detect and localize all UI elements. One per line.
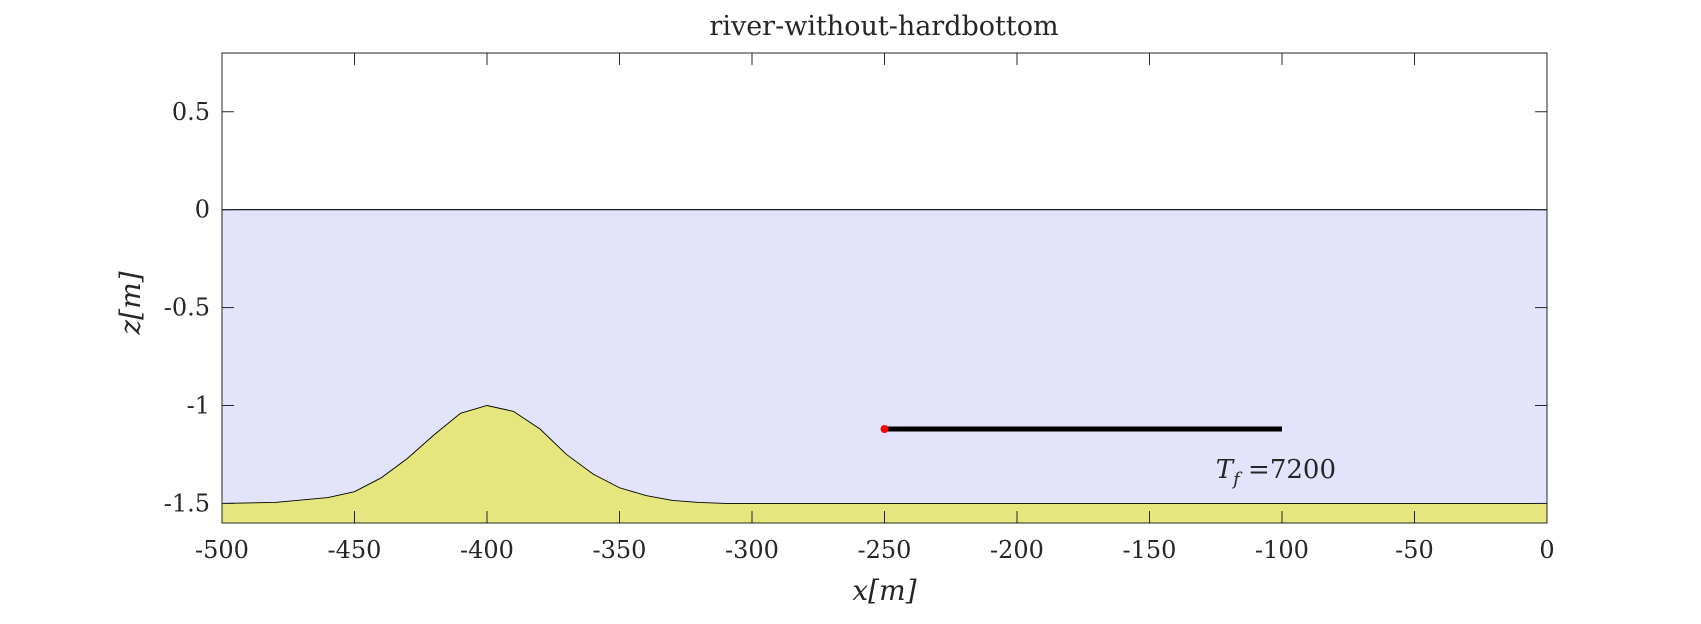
x-tick-label: -250 — [858, 536, 912, 564]
x-tick-label: -350 — [593, 536, 647, 564]
y-tick-label: -1 — [187, 392, 210, 420]
x-axis-label: x[m] — [852, 574, 916, 607]
x-tick-label: -100 — [1255, 536, 1309, 564]
segment-start-marker — [880, 425, 889, 433]
x-tick-label: -200 — [990, 536, 1044, 564]
bed-area — [222, 405, 1547, 523]
x-tick-label: -50 — [1395, 536, 1434, 564]
x-tick-label: 0 — [1539, 536, 1554, 564]
y-axis-label: z[m] — [114, 271, 147, 335]
annotation-final-time: Tf =7200 — [1216, 455, 1336, 490]
annotation-value: =7200 — [1240, 455, 1336, 485]
y-tick-label: -0.5 — [164, 294, 210, 322]
annotation-symbol: T — [1216, 455, 1235, 485]
y-tick-label: 0 — [195, 196, 210, 224]
plot-frame — [221, 52, 1548, 524]
plot-marks — [221, 209, 1547, 523]
y-tick-label: 0.5 — [172, 98, 210, 126]
x-tick-label: -400 — [460, 536, 514, 564]
x-tick-label: -150 — [1123, 536, 1177, 564]
x-tick-label: -300 — [725, 536, 779, 564]
x-tick-label: -500 — [195, 536, 249, 564]
y-tick-label: -1.5 — [164, 489, 210, 517]
bed-profile-line — [221, 405, 1547, 504]
chart-title: river-without-hardbottom — [709, 11, 1058, 42]
x-tick-label: -450 — [328, 536, 382, 564]
tick-labels: -500 -450 -400 -350 -300 -250 -200 -150 -100 -50 0… — [164, 98, 1555, 564]
